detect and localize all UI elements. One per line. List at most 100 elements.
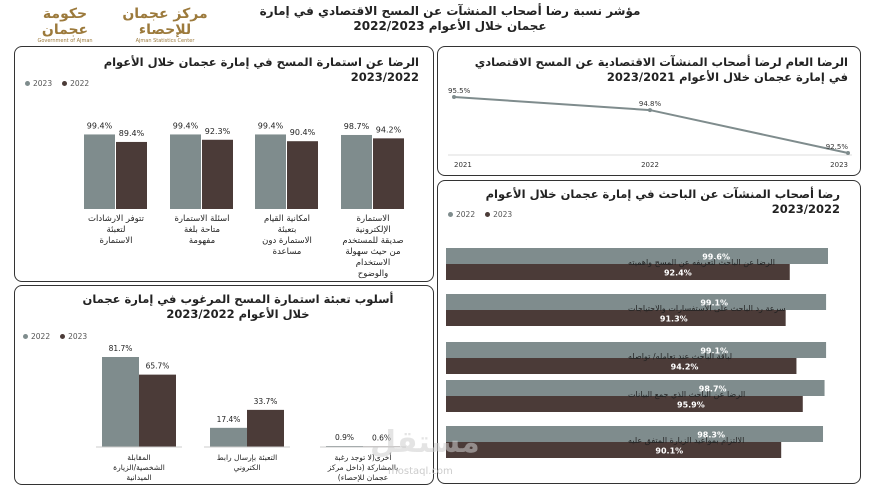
category-label: متاحة بلغة: [184, 225, 220, 235]
bar-2023: [139, 374, 176, 447]
data-label: 92.4%: [664, 269, 692, 278]
data-point: [648, 108, 652, 113]
bar-2022: [446, 294, 827, 310]
watermark-logo: مستقل: [370, 425, 480, 460]
researcher-panel: رضا أصحاب المنشآت عن الباحث في إمارة عجم…: [437, 180, 861, 484]
ajman-government-logo: حكومة عجمان Government of Ajman: [30, 6, 100, 44]
data-label: 81.7%: [109, 344, 133, 353]
data-label: 92.5%: [826, 143, 849, 151]
category-label: تتوفر الارشادات: [88, 214, 145, 224]
data-label: 90.1%: [655, 447, 683, 456]
data-label: 89.4%: [119, 129, 145, 138]
category-label: الاستخدام: [356, 258, 390, 268]
survey-form-legend: 2023 2022: [25, 79, 89, 88]
category-label: اسئلة الاستمارة: [174, 214, 229, 224]
bar-2023: [446, 442, 782, 458]
category-label: لباقة الباحث عند تعامله/ تواصله: [628, 352, 732, 361]
data-label: 99.1%: [700, 347, 728, 356]
fill-method-legend: 2022 2023: [23, 332, 87, 341]
category-label: الكتروني: [234, 463, 261, 472]
category-label: والوضوح: [358, 269, 389, 279]
category-label: أخرى(لا توجد رغبة: [334, 452, 391, 462]
category-label: من حيث سهولة: [345, 247, 400, 257]
legend-item: 2023: [60, 332, 87, 341]
statistics-center-logo: مركز عجمان للإحصاء Ajman Statistics Cent…: [105, 6, 225, 44]
x-tick-label: 2021: [454, 161, 472, 169]
bar-2022: [84, 134, 115, 209]
bar-2022: [341, 134, 372, 209]
overall-title: الرضا العام لرضا أصحاب المنشآت الاقتصادي…: [474, 55, 848, 84]
data-label: 99.1%: [700, 299, 728, 308]
legend-item: 2023: [25, 79, 52, 88]
bar-2023: [202, 139, 233, 209]
fill-method-panel: أسلوب تعبئة استمارة المسح المرغوب في إما…: [14, 285, 434, 485]
watermark-url: mostaql.com: [388, 466, 453, 477]
fill-method-title: أسلوب تعبئة استمارة المسح المرغوب في إما…: [82, 292, 394, 321]
survey-form-panel: الرضا عن استمارة المسح في إمارة عجمان خل…: [14, 46, 434, 282]
bar-2023: [446, 358, 797, 374]
bar-2023: [446, 396, 803, 412]
logo-ajman-en: Government of Ajman: [37, 38, 93, 44]
legend-item: 2022: [23, 332, 50, 341]
data-label: 0.9%: [335, 433, 354, 442]
category-label: عجمان للإحصاء): [338, 473, 388, 482]
logo-stats-ar: مركز عجمان للإحصاء: [122, 6, 208, 38]
fill-method-chart: 81.7% 65.7% المقابلةالشخصية/الزيارةالميدان…: [96, 344, 406, 482]
data-label: 99.4%: [173, 121, 199, 130]
category-label: الاستمارة: [357, 214, 390, 224]
data-label: 95.9%: [677, 401, 705, 410]
data-label: 98.7%: [699, 385, 727, 394]
data-point: [452, 95, 456, 99]
bar-2022: [446, 426, 824, 442]
bar-2023: [446, 310, 786, 326]
category-label: مساعدة: [273, 247, 302, 257]
bar-2022: [102, 357, 139, 447]
data-label: 98.3%: [697, 431, 725, 440]
data-label: 94.2%: [376, 125, 402, 134]
data-label: 98.7%: [344, 122, 370, 131]
data-label: 99.4%: [87, 121, 113, 130]
data-label: 33.7%: [254, 397, 278, 406]
data-label: 99.4%: [258, 121, 284, 130]
category-label: بتعبئة: [278, 225, 297, 235]
category-label: امكانية القيام: [264, 214, 310, 224]
bar-2022: [446, 342, 827, 358]
x-tick-label: 2022: [641, 161, 659, 169]
category-label: سرعة رد الباحث على الاستفسارات والاحتياج…: [628, 304, 786, 313]
legend-item: 2022: [62, 79, 89, 88]
data-label: 0.6%: [372, 433, 391, 442]
bar-2022: [255, 134, 286, 209]
data-point: [846, 151, 850, 155]
data-label: 99.6%: [702, 253, 730, 262]
survey-form-title: الرضا عن استمارة المسح في إمارة عجمان خل…: [103, 55, 419, 84]
category-label: الاستمارة دون: [262, 236, 312, 246]
category-label: الرضا عن الباحث الذي جمع البيانات: [628, 390, 745, 399]
category-label: الميدانية: [126, 473, 151, 482]
data-label: 92.3%: [205, 127, 231, 136]
x-tick-label: 2023: [830, 161, 848, 169]
bar-2022: [446, 380, 825, 396]
data-label: 94.2%: [671, 363, 699, 372]
logo-stats-en: Ajman Statistics Center: [135, 38, 195, 44]
bar-2022: [170, 134, 201, 209]
researcher-legend: 2022 2023: [448, 210, 512, 219]
researcher-title: رضا أصحاب المنشآت عن الباحث في إمارة عجم…: [485, 187, 840, 216]
data-label: 65.7%: [146, 362, 170, 371]
category-label: الشخصية/الزيارة: [113, 463, 165, 472]
category-label: المقابلة: [127, 453, 150, 462]
category-label: الاستمارة: [100, 236, 133, 246]
data-label: 17.4%: [217, 415, 241, 424]
overall-line-chart: 95.5% 2021 94.8% 2022 92.5% 2023: [448, 87, 852, 169]
category-label: التعبئة بإرسال رابط: [217, 453, 278, 462]
overall-panel: الرضا العام لرضا أصحاب المنشآت الاقتصادي…: [437, 46, 861, 176]
bar-2023: [446, 264, 790, 280]
data-label: 94.8%: [639, 100, 662, 108]
category-label: الإلكترونية: [355, 225, 390, 235]
data-label: 90.4%: [290, 128, 316, 137]
page-title: مؤشر نسبة رضا أصحاب المنشآت عن المسح الا…: [259, 4, 641, 33]
bar-2023: [247, 409, 284, 447]
logo-ajman-ar: حكومة عجمان: [41, 6, 89, 38]
category-label: الرضا عن الباحث لتعريفه عن المسح واهميته: [628, 258, 775, 267]
bar-2023: [116, 141, 147, 209]
